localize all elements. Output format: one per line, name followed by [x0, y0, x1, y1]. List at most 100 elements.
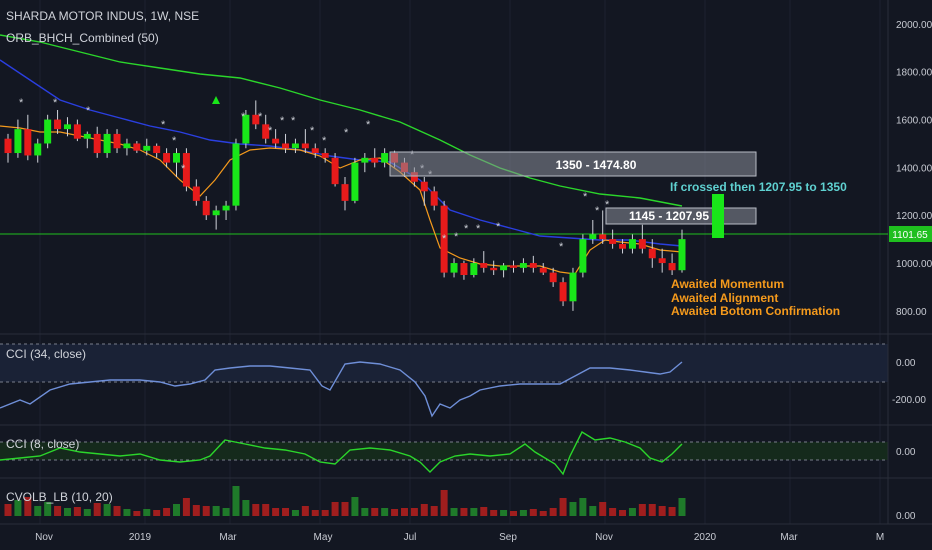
- candle[interactable]: [678, 239, 686, 271]
- volume-bar: [54, 506, 62, 516]
- candle[interactable]: [83, 133, 91, 139]
- star-marker: *: [280, 115, 285, 127]
- candle[interactable]: [648, 248, 656, 259]
- candle[interactable]: [440, 205, 448, 273]
- candle[interactable]: [192, 186, 200, 201]
- price-axis: 800.00 1000.00 1200.00 1400.00 1600.00 1800.0…: [896, 20, 932, 318]
- volume-bars: [4, 486, 686, 516]
- candle[interactable]: [628, 239, 636, 249]
- candle[interactable]: [410, 172, 418, 182]
- candle[interactable]: [361, 157, 369, 163]
- candle[interactable]: [182, 153, 190, 187]
- candle[interactable]: [658, 258, 666, 264]
- candle[interactable]: [638, 239, 646, 249]
- candle[interactable]: [559, 282, 567, 302]
- cci34-band: [0, 344, 888, 382]
- awaited-bottom: Awaited Bottom Confirmation: [671, 304, 840, 318]
- candle[interactable]: [232, 143, 240, 206]
- grid: [39, 0, 881, 524]
- candle[interactable]: [113, 133, 121, 149]
- candle[interactable]: [510, 265, 517, 268]
- volume-bar: [579, 498, 587, 516]
- candle[interactable]: [529, 263, 537, 268]
- candle[interactable]: [262, 124, 270, 139]
- candle[interactable]: [668, 263, 676, 271]
- candle[interactable]: [311, 148, 319, 154]
- star-marker: *: [583, 191, 588, 203]
- volume-bar: [282, 508, 290, 516]
- star-marker: *: [241, 111, 246, 123]
- candle[interactable]: [173, 153, 180, 163]
- candle[interactable]: [341, 184, 349, 201]
- price-tag-box: [889, 226, 932, 242]
- star-marker: *: [344, 127, 349, 139]
- cci8-line: [0, 431, 683, 476]
- time-tick-label: Mar: [780, 532, 798, 543]
- candle[interactable]: [272, 138, 280, 144]
- volume-bar: [242, 500, 250, 516]
- candle[interactable]: [73, 124, 81, 139]
- volume-bar: [648, 504, 656, 516]
- candle[interactable]: [163, 153, 171, 163]
- candle[interactable]: [202, 200, 210, 216]
- candle[interactable]: [212, 210, 220, 216]
- star-marker: *: [464, 223, 469, 235]
- volume-bar: [272, 508, 280, 516]
- candle[interactable]: [242, 114, 250, 144]
- volume-bar: [400, 508, 408, 516]
- candle[interactable]: [252, 114, 260, 125]
- candle[interactable]: [569, 272, 577, 302]
- volume-bar: [658, 506, 666, 516]
- candle[interactable]: [460, 263, 468, 275]
- candle[interactable]: [222, 205, 230, 211]
- candle[interactable]: [490, 267, 498, 271]
- volume-bar: [34, 506, 42, 516]
- candle[interactable]: [331, 157, 339, 185]
- candle[interactable]: [430, 191, 438, 206]
- volume-bar: [173, 504, 180, 516]
- candle[interactable]: [282, 143, 290, 149]
- candle[interactable]: [63, 124, 71, 130]
- candle[interactable]: [14, 129, 22, 154]
- candle[interactable]: [589, 234, 597, 240]
- candle[interactable]: [321, 153, 329, 158]
- candle[interactable]: [599, 234, 607, 240]
- candle[interactable]: [44, 119, 52, 144]
- candle[interactable]: [619, 243, 627, 249]
- zone-upper-box[interactable]: [389, 151, 757, 177]
- candle[interactable]: [291, 143, 299, 149]
- candle[interactable]: [420, 181, 428, 192]
- candle[interactable]: [93, 133, 101, 154]
- candle[interactable]: [24, 129, 32, 156]
- volume-bar: [14, 500, 22, 516]
- candle[interactable]: [4, 138, 12, 154]
- candle[interactable]: [519, 263, 527, 268]
- candle[interactable]: [549, 272, 557, 283]
- candle[interactable]: [153, 145, 161, 154]
- candle[interactable]: [450, 263, 458, 273]
- candle[interactable]: [351, 162, 359, 201]
- candle[interactable]: [470, 263, 478, 275]
- time-tick-label: Nov: [595, 532, 613, 543]
- candle[interactable]: [609, 239, 617, 244]
- candle[interactable]: [500, 265, 508, 271]
- indicator-title: ORB_BHCH_Combined (50): [6, 31, 159, 45]
- awaited-alignment: Awaited Alignment: [671, 291, 778, 305]
- candle[interactable]: [579, 239, 587, 273]
- candle[interactable]: [143, 145, 151, 151]
- candle[interactable]: [103, 133, 111, 154]
- candle[interactable]: [301, 143, 309, 149]
- candle[interactable]: [371, 157, 379, 163]
- candle[interactable]: [480, 263, 488, 268]
- candle[interactable]: [34, 143, 42, 156]
- candle[interactable]: [381, 153, 389, 163]
- star-marker: *: [559, 241, 564, 253]
- star-marker: *: [496, 221, 501, 233]
- candle[interactable]: [123, 143, 131, 149]
- candle[interactable]: [133, 143, 141, 151]
- candle[interactable]: [54, 119, 62, 130]
- candle[interactable]: [539, 267, 547, 273]
- volume-bar: [212, 506, 220, 516]
- star-marker: *: [442, 233, 447, 245]
